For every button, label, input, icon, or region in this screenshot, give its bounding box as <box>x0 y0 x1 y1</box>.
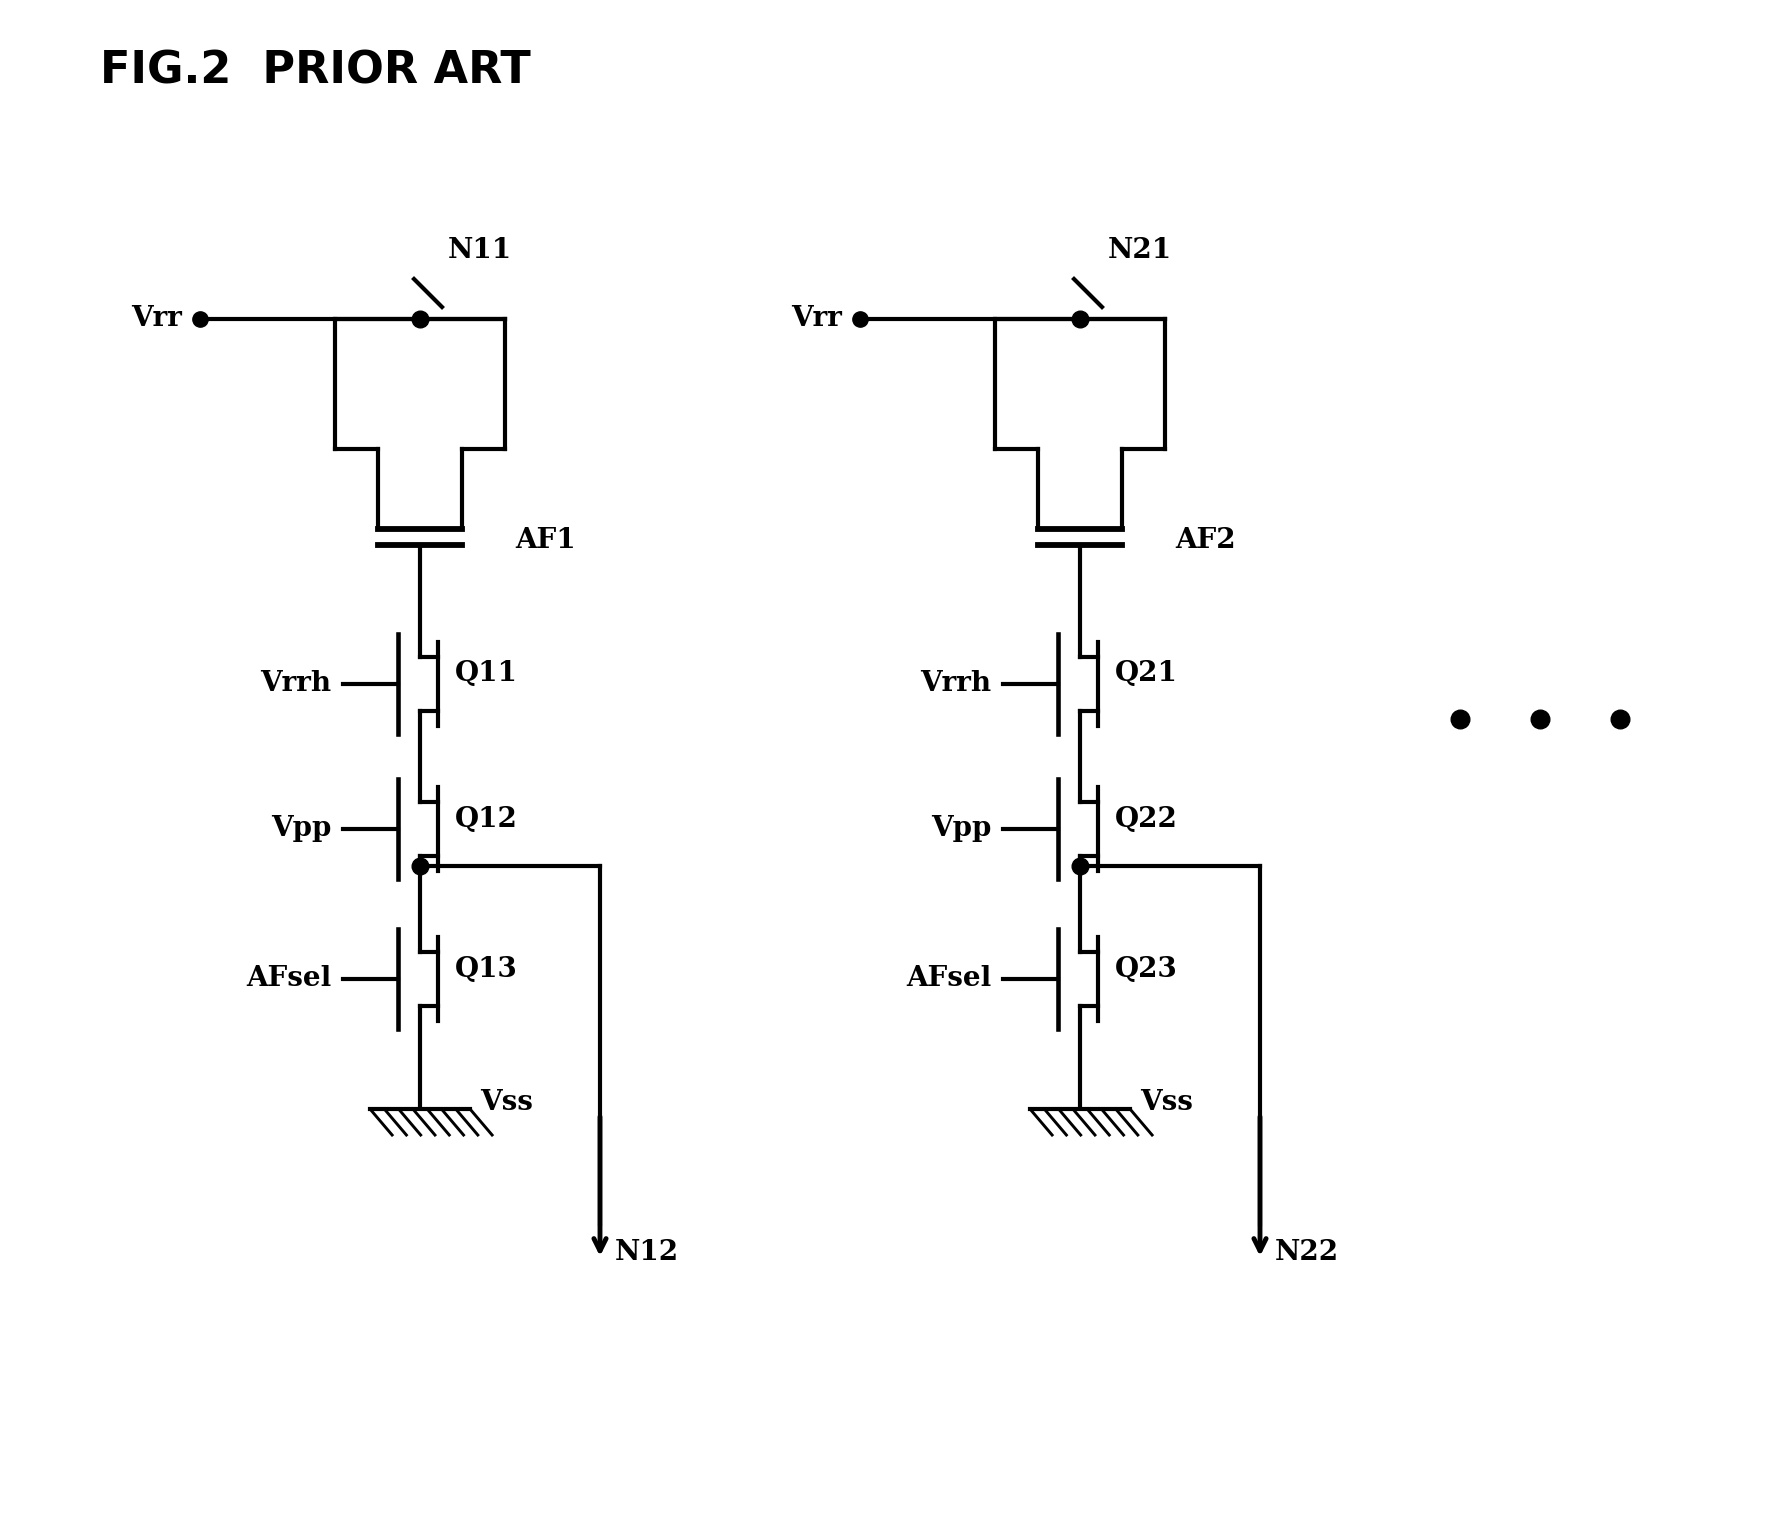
Text: AFsel: AFsel <box>246 965 330 993</box>
Text: Vpp: Vpp <box>271 816 330 842</box>
Text: Q13: Q13 <box>455 956 518 982</box>
Text: N22: N22 <box>1275 1239 1340 1265</box>
Text: Vrrh: Vrrh <box>261 671 330 697</box>
Point <box>1606 706 1634 731</box>
Text: Q12: Q12 <box>455 805 518 833</box>
Text: AF2: AF2 <box>1175 526 1236 554</box>
Text: Q11: Q11 <box>455 660 518 688</box>
Text: AFsel: AFsel <box>906 965 991 993</box>
Text: N12: N12 <box>614 1239 679 1265</box>
Text: FIG.2  PRIOR ART: FIG.2 PRIOR ART <box>100 49 530 92</box>
Text: Vrrh: Vrrh <box>920 671 991 697</box>
Text: Vss: Vss <box>1139 1090 1193 1116</box>
Text: Q21: Q21 <box>1114 660 1179 688</box>
Text: Vpp: Vpp <box>931 816 991 842</box>
Text: N11: N11 <box>448 237 513 265</box>
Text: Vss: Vss <box>480 1090 532 1116</box>
Point <box>1445 706 1473 731</box>
Point <box>1525 706 1554 731</box>
Text: Q22: Q22 <box>1114 805 1179 833</box>
Text: Vrr: Vrr <box>130 306 182 332</box>
Text: Q23: Q23 <box>1114 956 1177 982</box>
Text: Vrr: Vrr <box>791 306 841 332</box>
Text: AF1: AF1 <box>514 526 575 554</box>
Text: N21: N21 <box>1107 237 1172 265</box>
